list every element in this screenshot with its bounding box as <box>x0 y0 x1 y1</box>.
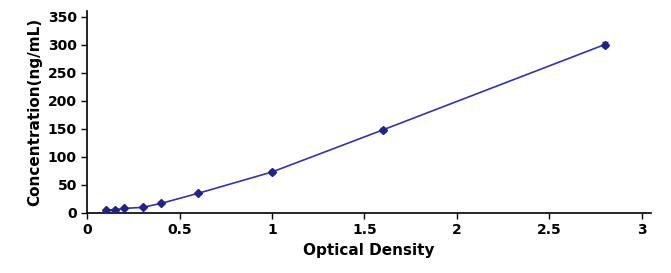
X-axis label: Optical Density: Optical Density <box>303 243 435 258</box>
Y-axis label: Concentration(ng/mL): Concentration(ng/mL) <box>27 18 42 206</box>
